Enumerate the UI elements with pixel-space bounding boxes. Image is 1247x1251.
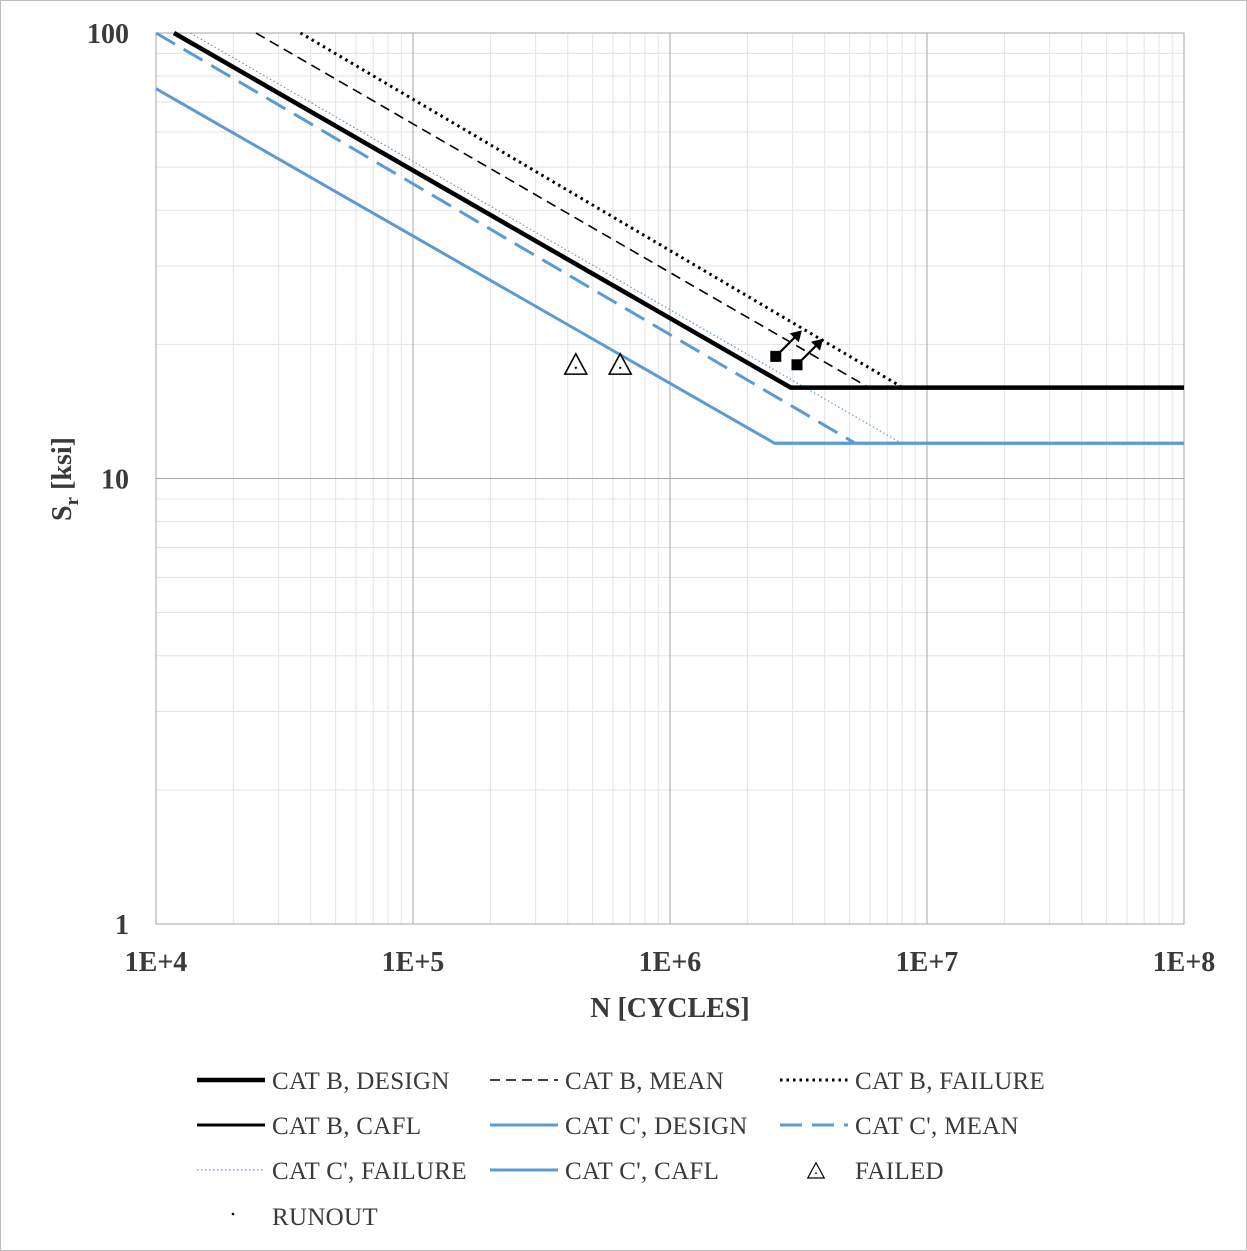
y-tick-labels: 1 10 100: [87, 19, 129, 941]
y-tick-label: 10: [101, 465, 129, 496]
marker-layer: [563, 330, 823, 375]
x-tick-label: 1E+4: [125, 947, 188, 978]
x-tick-label: 1E+8: [1153, 947, 1216, 978]
failed-marker: [607, 352, 633, 375]
series-line-cat-c-failure: [190, 32, 902, 444]
legend-swatch: [806, 1161, 826, 1179]
y-axis-title-main: S: [47, 505, 78, 521]
legend-label: CAT C', MEAN: [855, 1113, 1019, 1140]
legend: CAT B, DESIGN CAT B, MEAN CAT B, FAILURE CA…: [197, 1068, 1045, 1231]
y-axis-title-subscript: r: [62, 496, 83, 505]
legend-label: CAT B, CAFL: [272, 1113, 421, 1140]
y-axis-title: Sr [ksi]: [47, 437, 83, 521]
x-axis-title: N [CYCLES]: [590, 993, 749, 1024]
legend-item-runout: RUNOUT: [231, 1204, 378, 1231]
plot-area-border: [155, 32, 1185, 925]
legend-label: CAT B, FAILURE: [855, 1068, 1045, 1095]
legend-label: CAT C', DESIGN: [565, 1113, 748, 1140]
series-layer: [155, 31, 1184, 445]
legend-item-cat-b-mean: CAT B, MEAN: [490, 1068, 724, 1095]
legend-item-cat-c-design: CAT C', DESIGN: [490, 1113, 748, 1140]
legend-item-cat-b-cafl: CAT B, CAFL: [197, 1113, 421, 1140]
failed-marker: [563, 352, 589, 375]
x-tick-label: 1E+5: [382, 947, 445, 978]
legend-item-cat-b-failure: CAT B, FAILURE: [780, 1068, 1045, 1095]
x-tick-labels: 1E+4 1E+5 1E+6 1E+7 1E+8: [125, 947, 1216, 978]
runout-marker: [770, 330, 802, 362]
y-axis-title-unit: [ksi]: [47, 437, 78, 497]
legend-item-cat-c-cafl: CAT C', CAFL: [490, 1158, 719, 1185]
legend-item-cat-b-design: CAT B, DESIGN: [197, 1068, 450, 1095]
y-tick-label: 1: [115, 910, 129, 941]
legend-label: CAT C', CAFL: [565, 1158, 719, 1185]
legend-label: CAT C', FAILURE: [272, 1158, 467, 1185]
legend-item-cat-c-failure: CAT C', FAILURE: [197, 1158, 467, 1185]
series-line-cat-b-mean: [255, 32, 870, 389]
legend-item-cat-c-mean: CAT C', MEAN: [780, 1113, 1019, 1140]
runout-marker: [791, 338, 823, 371]
legend-item-failed: FAILED: [806, 1158, 944, 1185]
x-tick-label: 1E+7: [896, 947, 959, 978]
legend-label: RUNOUT: [272, 1204, 378, 1231]
series-line-cat-b-design: [172, 31, 1184, 390]
x-tick-label: 1E+6: [639, 947, 702, 978]
legend-swatch: [231, 1212, 235, 1216]
legend-label: CAT B, DESIGN: [272, 1068, 450, 1095]
series-line-cat-c-mean: [155, 31, 856, 445]
legend-label: FAILED: [855, 1158, 944, 1185]
legend-label: CAT B, MEAN: [565, 1068, 724, 1095]
y-tick-label: 100: [87, 19, 129, 50]
